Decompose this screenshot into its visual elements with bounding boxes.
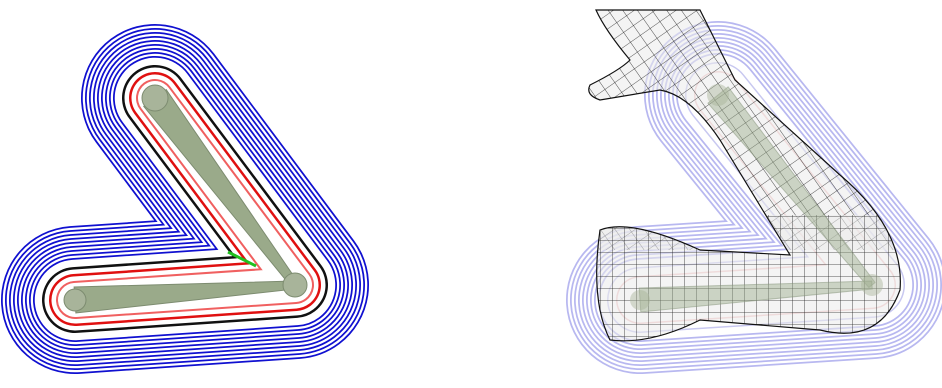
- joint: [282, 272, 308, 298]
- joint: [630, 290, 650, 310]
- joint: [63, 288, 87, 312]
- joint: [861, 274, 883, 296]
- joint: [141, 84, 169, 112]
- bones: [63, 84, 883, 314]
- arm-outline: [588, 9, 901, 342]
- bone: [638, 280, 873, 313]
- joint: [707, 84, 729, 106]
- green-contour: [227, 250, 257, 268]
- bone: [707, 86, 876, 289]
